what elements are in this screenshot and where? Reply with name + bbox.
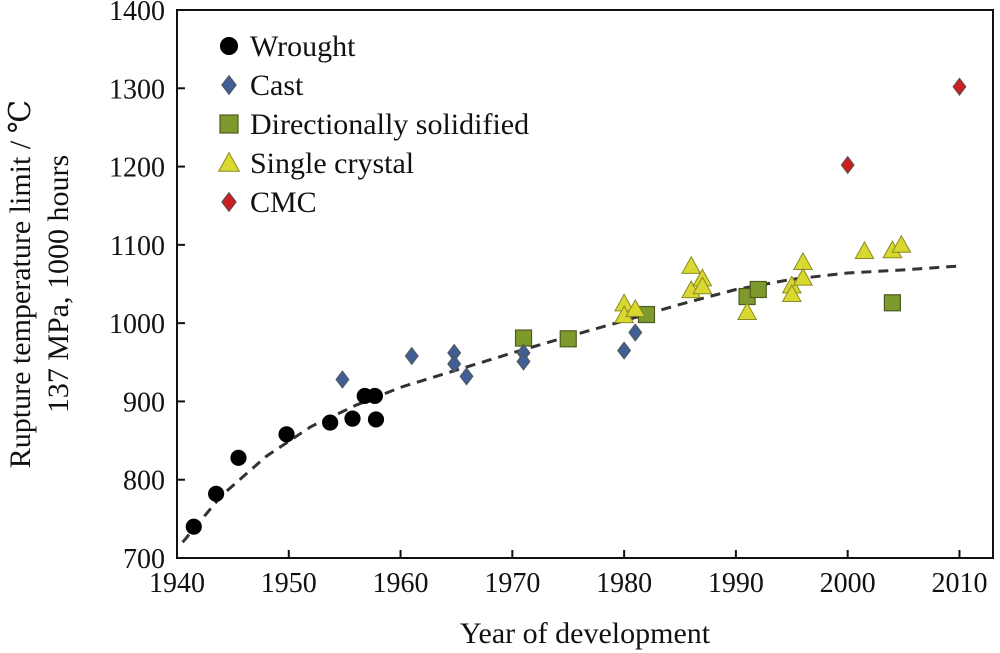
point-cast (617, 341, 632, 360)
legend-label: Wrought (250, 30, 356, 63)
legend-marker-cast (221, 74, 237, 96)
legend-label: Cast (250, 69, 304, 102)
point-wrought (367, 411, 385, 428)
point-cast (628, 323, 643, 342)
point-wrought (185, 518, 202, 535)
point-single-crystal (891, 234, 912, 253)
x-axis-label: Year of development (460, 617, 711, 650)
x-tick-label: 1940 (149, 568, 205, 599)
x-tick-label: 2010 (931, 568, 987, 599)
point-wrought (344, 410, 361, 427)
point-single-crystal (692, 276, 713, 295)
point-cast (516, 352, 531, 371)
point-cast (335, 370, 350, 389)
point-cmc (952, 77, 967, 96)
point-single-crystal (854, 240, 875, 259)
x-tick-label: 2000 (820, 568, 876, 599)
legend-label: CMC (250, 186, 317, 219)
point-cast (404, 346, 419, 366)
y-tick-label: 1300 (109, 74, 165, 105)
axis-ticks: 1940 1950 1960 1970 1980 1990 2000 2010 700 800 90… (109, 0, 987, 599)
legend-label: Directionally solidified (250, 108, 529, 141)
point-wrought (208, 485, 225, 502)
y-tick-label: 700 (123, 544, 165, 575)
point-cast (459, 367, 474, 386)
y-tick-label: 1400 (109, 0, 165, 27)
point-directionally-solidified (514, 329, 533, 347)
x-tick-label: 1970 (484, 568, 540, 599)
point-wrought (366, 387, 383, 405)
legend-marker-cmc (221, 191, 237, 213)
point-single-crystal (781, 283, 802, 303)
y-tick-label: 1100 (110, 231, 165, 262)
y-axis-label-line1: Rupture temperature limit / ℃ (4, 100, 37, 468)
point-single-crystal (625, 298, 646, 317)
point-single-crystal (737, 301, 758, 321)
y-tick-label: 1000 (109, 309, 165, 340)
point-single-crystal (792, 267, 814, 286)
point-cmc (840, 155, 855, 175)
point-wrought (322, 414, 339, 431)
legend-label: Single crystal (250, 147, 414, 180)
y-tick-label: 900 (123, 387, 165, 418)
x-tick-label: 1960 (373, 568, 429, 599)
data-points (185, 77, 967, 535)
point-cast (447, 354, 462, 374)
x-tick-label: 1980 (596, 568, 652, 599)
y-axis-label-line2: 137 MPa, 1000 hours (42, 155, 75, 413)
point-directionally-solidified (749, 280, 767, 299)
x-tick-label: 1950 (261, 568, 317, 599)
legend-marker-single-crystal (217, 151, 241, 172)
point-wrought (278, 426, 295, 443)
y-tick-label: 800 (123, 466, 165, 497)
x-tick-label: 1990 (708, 568, 764, 599)
point-directionally-solidified (559, 330, 577, 348)
trend-line (181, 264, 960, 544)
plot-frame (176, 9, 994, 559)
point-single-crystal (681, 255, 702, 274)
legend-marker-wrought (219, 36, 239, 56)
point-wrought (230, 449, 247, 466)
legend: Wrought Cast Directionally solidified Singl… (217, 30, 529, 219)
y-tick-label: 1200 (109, 153, 165, 184)
point-directionally-solidified (883, 294, 901, 312)
legend-marker-directionally-solidified (219, 114, 239, 134)
point-single-crystal (792, 251, 814, 270)
